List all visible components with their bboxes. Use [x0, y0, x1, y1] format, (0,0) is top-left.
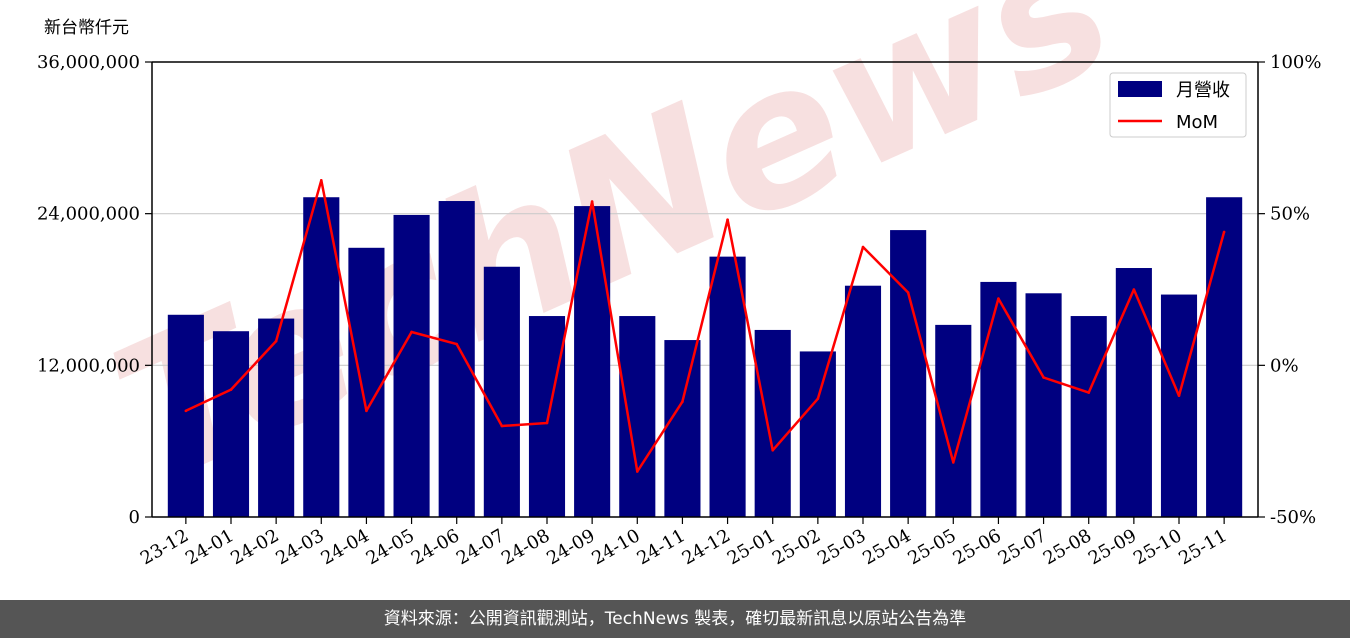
mom-line [185, 179, 1226, 473]
y-right-tick-label: 50% [1270, 204, 1310, 225]
bar [754, 329, 791, 517]
x-tick-label: 25-01 [724, 525, 779, 569]
legend-bar-label: 月營收 [1176, 80, 1230, 101]
mom-point [906, 291, 910, 294]
mom-point [726, 218, 729, 222]
mom-point [816, 397, 820, 401]
bar [258, 318, 295, 517]
mom-point [1042, 376, 1045, 379]
mom-point [545, 421, 549, 425]
x-tick-label: 25-09 [1085, 525, 1140, 569]
x-tick-label: 24-09 [543, 525, 598, 569]
line-series [184, 179, 1226, 473]
bar [799, 351, 836, 517]
bar [709, 256, 746, 517]
x-tick-label: 24-07 [453, 525, 508, 569]
x-tick-label: 25-10 [1130, 525, 1185, 569]
x-tick-label: 24-04 [317, 525, 372, 569]
bar-series [167, 197, 1243, 518]
mom-point [229, 388, 233, 391]
mom-point [997, 297, 1000, 300]
bar [483, 266, 520, 517]
mom-point [500, 424, 504, 428]
y-left-tick-label: 24,000,000 [37, 204, 140, 225]
mom-point [681, 400, 684, 404]
x-tick-label: 25-05 [904, 525, 959, 569]
y-axis-unit-label: 新台幣仟元 [44, 18, 129, 38]
legend: 月營收 MoM [1109, 72, 1247, 138]
y-left-tick-label: 12,000,000 [37, 355, 140, 376]
mom-point [861, 245, 865, 249]
y-left-tick-label: 36,000,000 [37, 52, 140, 73]
y-right-tick-label: 100% [1270, 52, 1321, 73]
bar [348, 247, 385, 517]
bar [1070, 316, 1107, 517]
mom-point [590, 200, 594, 203]
mom-point [1222, 230, 1226, 234]
mom-point [1177, 394, 1181, 397]
bar [1206, 197, 1243, 517]
bar [1160, 294, 1198, 517]
x-tick-label: 25-03 [814, 525, 869, 569]
bar [212, 331, 250, 517]
y-right-tick-label: -50% [1270, 507, 1316, 528]
x-tick-label: 24-08 [498, 525, 553, 569]
mom-point [455, 342, 459, 346]
x-tick-label: 24-06 [408, 525, 463, 569]
bar [1025, 293, 1062, 517]
bar [1115, 268, 1152, 517]
mom-point [1087, 391, 1091, 394]
x-tick-label: 25-04 [859, 525, 914, 569]
y-right-tick-label: 0% [1270, 355, 1299, 376]
x-tick-label: 25-08 [1040, 525, 1095, 569]
x-tick-label: 24-11 [633, 525, 688, 569]
mom-point [1132, 288, 1136, 291]
x-tick-label: 24-03 [272, 525, 327, 569]
x-tick-label: 24-05 [363, 525, 418, 569]
mom-point [771, 448, 775, 452]
bar [844, 285, 882, 517]
x-tick-label: 24-02 [227, 525, 282, 569]
x-tick-label: 24-10 [588, 525, 643, 569]
mom-point [951, 461, 955, 464]
bar [890, 230, 927, 517]
bar [619, 316, 656, 517]
chart: TechNews 新台幣仟元 012,000,00024,000,00036,0… [37, 0, 1322, 569]
mom-point [274, 339, 278, 343]
bar [303, 197, 340, 517]
bar [393, 214, 430, 518]
mom-point [365, 409, 368, 413]
mom-point [635, 470, 639, 473]
footer-source-note: 資料來源：公開資訊觀測站，TechNews 製表，確切最新訊息以原站公告為準 [0, 600, 1350, 638]
x-tick-label: 25-02 [769, 525, 824, 569]
x-tick-label: 23-12 [137, 525, 192, 569]
x-tick-label: 25-06 [949, 525, 1004, 569]
x-tick-label: 25-11 [1175, 525, 1230, 569]
legend-bar-swatch [1118, 81, 1162, 97]
mom-point [319, 179, 323, 182]
bar [574, 206, 611, 518]
x-tick-label: 24-12 [679, 525, 734, 569]
mom-point [410, 330, 413, 334]
x-tick-label: 25-07 [995, 525, 1050, 569]
mom-point [184, 409, 188, 413]
bar [167, 314, 204, 517]
y-left-tick-label: 0 [129, 507, 140, 528]
bar [528, 316, 566, 517]
bar [980, 281, 1017, 517]
bar [664, 340, 701, 517]
legend-line-label: MoM [1176, 112, 1218, 133]
x-tick-label: 24-01 [182, 525, 237, 569]
bar [438, 201, 475, 517]
